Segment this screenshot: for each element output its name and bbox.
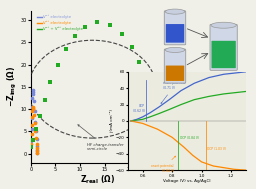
Point	[29, 142, 34, 145]
Point	[35, 151, 39, 154]
Point	[31, 139, 35, 142]
Point	[48, 81, 52, 84]
Point	[42, 99, 47, 102]
Point	[83, 25, 87, 28]
Point	[30, 91, 35, 94]
Point	[137, 61, 141, 64]
Y-axis label: $\mathbf{-Z_{img}}$ ($\mathbf{\Omega}$): $\mathbf{-Z_{img}}$ ($\mathbf{\Omega}$)	[6, 67, 19, 107]
Point	[38, 114, 42, 117]
Point	[30, 110, 34, 113]
Point	[152, 147, 156, 150]
Ellipse shape	[211, 22, 236, 28]
FancyBboxPatch shape	[164, 49, 186, 83]
Point	[35, 144, 39, 147]
Point	[35, 147, 39, 150]
Point	[73, 34, 77, 37]
Point	[31, 92, 36, 95]
Point	[35, 152, 39, 155]
Point	[56, 63, 60, 66]
Point	[142, 77, 146, 80]
FancyBboxPatch shape	[166, 24, 184, 43]
Point	[130, 45, 134, 48]
Point	[32, 113, 36, 116]
Point	[33, 110, 37, 113]
Point	[29, 140, 34, 143]
Point	[146, 92, 150, 95]
Text: OCP (1.03 V): OCP (1.03 V)	[207, 147, 227, 151]
Point	[30, 105, 34, 108]
Legend: V⁴⁺ electrolyte, V³⁺ electrolyte, V⁴⁺ + V³⁺ electrolyte: V⁴⁺ electrolyte, V³⁺ electrolyte, V⁴⁺ + …	[35, 13, 84, 33]
Point	[151, 137, 155, 140]
Point	[29, 132, 34, 135]
Point	[30, 116, 34, 119]
Point	[30, 117, 34, 120]
Point	[34, 137, 38, 140]
FancyBboxPatch shape	[210, 24, 237, 70]
Ellipse shape	[165, 47, 185, 53]
FancyBboxPatch shape	[164, 11, 186, 45]
Text: HF charge-transfer
semi-circle: HF charge-transfer semi-circle	[78, 125, 124, 151]
Ellipse shape	[165, 9, 185, 14]
X-axis label: $\mathbf{Z_{real}}$ ($\mathbf{\Omega}$): $\mathbf{Z_{real}}$ ($\mathbf{\Omega}$)	[80, 173, 115, 186]
Point	[33, 129, 37, 132]
Point	[95, 21, 99, 24]
Text: onset potential
(0.71 V): onset potential (0.71 V)	[161, 81, 186, 104]
Point	[35, 138, 39, 141]
Point	[148, 108, 153, 111]
Text: OCP
(0.62 V): OCP (0.62 V)	[133, 104, 145, 113]
Point	[120, 32, 124, 35]
Point	[150, 123, 154, 126]
Point	[31, 89, 35, 92]
Y-axis label: j (mA cm⁻²): j (mA cm⁻²)	[110, 109, 114, 133]
FancyBboxPatch shape	[211, 41, 236, 68]
Point	[31, 108, 36, 111]
FancyBboxPatch shape	[166, 66, 184, 81]
Text: OCP (0.84 V): OCP (0.84 V)	[179, 136, 198, 140]
Point	[34, 128, 38, 131]
Point	[108, 23, 112, 26]
Point	[29, 128, 34, 131]
Point	[64, 48, 68, 51]
Point	[35, 150, 39, 153]
Point	[33, 120, 37, 123]
Point	[34, 130, 38, 133]
Point	[31, 105, 35, 108]
Point	[35, 142, 39, 145]
X-axis label: Voltage (V) vs. Ag/AgCl: Voltage (V) vs. Ag/AgCl	[163, 179, 211, 183]
Point	[35, 149, 39, 152]
Point	[30, 97, 34, 100]
Point	[33, 121, 37, 124]
Point	[32, 100, 36, 103]
Point	[29, 146, 34, 149]
Point	[30, 107, 35, 110]
Point	[30, 123, 34, 126]
Text: onset potential
(0.84 V): onset potential (0.84 V)	[151, 156, 176, 173]
